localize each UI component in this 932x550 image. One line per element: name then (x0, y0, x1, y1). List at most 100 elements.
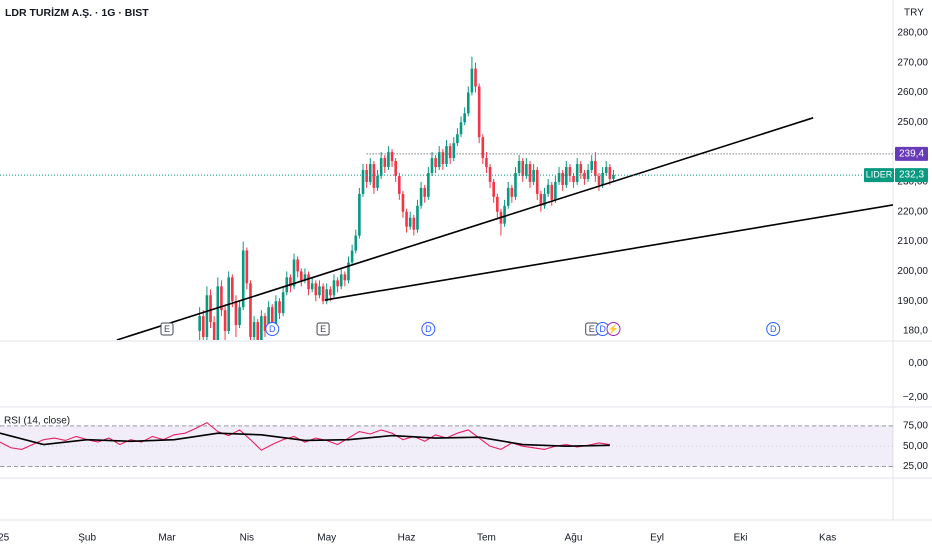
candle-body (416, 205, 419, 230)
candle-body (285, 277, 289, 293)
pane2-tick-label: 0,00 (909, 358, 929, 369)
candle-body (564, 167, 568, 185)
candle-body (481, 137, 485, 159)
candle-body (506, 187, 510, 206)
candle-body (557, 172, 561, 182)
event-label: D (599, 324, 606, 334)
candle-body (314, 283, 318, 296)
y-tick-label: 250,00 (897, 117, 928, 128)
candle-body (216, 286, 220, 340)
candle-body (398, 175, 401, 194)
x-tick-label: Şub (78, 533, 96, 544)
candle-body (387, 152, 390, 168)
candle-body (463, 113, 466, 123)
event-marker (316, 322, 330, 336)
candle-body (278, 301, 281, 314)
candle-body (339, 274, 343, 287)
candle-body (238, 307, 241, 326)
x-tick-label: Mar (158, 533, 176, 544)
candle-body (205, 295, 209, 338)
candle-body (198, 316, 201, 332)
y-tick-label: 180,0 (903, 326, 928, 337)
candle-body (365, 170, 368, 182)
candle-body (368, 164, 372, 182)
candle-body (466, 92, 470, 114)
x-tick-label: Nis (240, 533, 254, 544)
x-tick-label: Tem (477, 533, 496, 544)
candle-body (274, 301, 278, 326)
candle-body (470, 68, 474, 93)
price-tag-label: 239,4 (899, 149, 924, 160)
candle-body (289, 277, 292, 287)
candle-body (496, 196, 499, 212)
y-tick-label: 210,00 (897, 236, 928, 247)
candle-body (601, 172, 604, 185)
event-label: E (164, 324, 170, 334)
candle-body (510, 187, 514, 197)
price-pane (116, 56, 893, 340)
event-label: E (589, 324, 595, 334)
candle-body (561, 172, 564, 185)
pane2-tick-label: −2,00 (903, 392, 929, 403)
candle-body (503, 205, 506, 224)
candle-body (329, 289, 332, 296)
candle-body (267, 307, 270, 332)
candle-body (579, 164, 583, 173)
candle-body (586, 170, 590, 179)
candle-body (535, 170, 539, 194)
candle-body (292, 259, 296, 287)
candle-body (412, 217, 416, 230)
candle-body (554, 181, 557, 200)
candle-body (474, 68, 477, 87)
price-tag (895, 146, 928, 161)
candle-body (583, 172, 586, 179)
candle-body (459, 122, 463, 135)
candle-body (448, 146, 452, 159)
candle-body (528, 164, 532, 182)
x-tick-label: May (317, 533, 336, 544)
candle-body (419, 187, 423, 206)
candle-body (604, 167, 608, 173)
event-marker (421, 322, 436, 336)
y-tick-label: 230,00 (897, 177, 928, 188)
candle-body (245, 250, 249, 284)
candle-body (270, 307, 274, 326)
candle-body (321, 286, 325, 302)
candle-body (575, 164, 579, 182)
x-tick-label: Eyl (650, 533, 664, 544)
y-tick-label: 280,00 (897, 27, 928, 38)
candle-body (437, 152, 441, 168)
price-tag (895, 168, 928, 183)
candle-body (383, 158, 387, 168)
candle-body (550, 184, 554, 200)
y-tick-label: 260,00 (897, 87, 928, 98)
rsi-band (0, 425, 893, 467)
x-tick-label: Haz (398, 533, 416, 544)
ticker-tag (864, 168, 894, 183)
price-tag-label: 232,3 (899, 170, 924, 181)
candle-body (477, 86, 481, 138)
candle-body (423, 187, 427, 197)
candle-body (539, 193, 543, 206)
candle-body (597, 175, 601, 185)
event-label: D (770, 324, 777, 334)
trendline (324, 204, 893, 301)
candle-body (430, 158, 434, 173)
candle-body (241, 250, 245, 308)
candle-body (336, 280, 339, 287)
trendline (116, 117, 814, 340)
x-tick-label: Kas (819, 533, 836, 544)
candle-body (379, 158, 383, 176)
candle-body (405, 211, 408, 227)
candle-body (325, 289, 329, 302)
y-tick-label: 200,00 (897, 266, 928, 277)
candle-body (441, 152, 445, 165)
event-marker (606, 322, 621, 336)
candle-body (543, 193, 546, 206)
candle-body (256, 322, 260, 340)
candle-body (303, 274, 307, 281)
candle-body (572, 175, 575, 182)
candle-body (220, 286, 223, 311)
candle-body (514, 172, 517, 197)
